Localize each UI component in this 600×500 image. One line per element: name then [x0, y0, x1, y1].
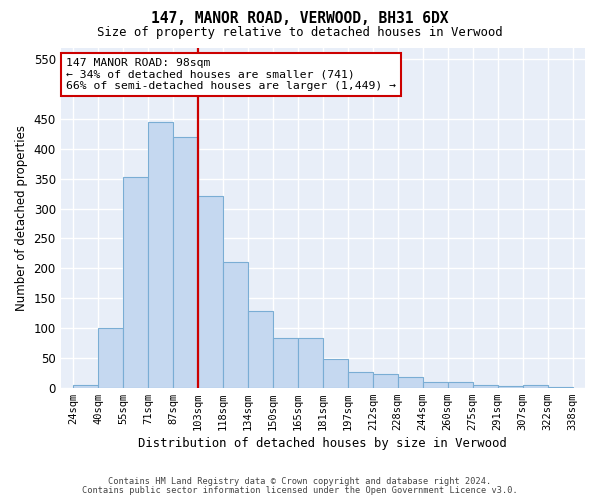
- Text: Contains public sector information licensed under the Open Government Licence v3: Contains public sector information licen…: [82, 486, 518, 495]
- Bar: [273, 338, 298, 388]
- Bar: [373, 374, 398, 388]
- Bar: [148, 122, 173, 388]
- X-axis label: Distribution of detached houses by size in Verwood: Distribution of detached houses by size …: [139, 437, 507, 450]
- Bar: [497, 386, 523, 388]
- Bar: [223, 262, 248, 388]
- Bar: [123, 177, 148, 388]
- Bar: [423, 382, 448, 388]
- Bar: [98, 328, 123, 388]
- Y-axis label: Number of detached properties: Number of detached properties: [15, 124, 28, 310]
- Bar: [448, 382, 473, 388]
- Text: 147 MANOR ROAD: 98sqm
← 34% of detached houses are smaller (741)
66% of semi-det: 147 MANOR ROAD: 98sqm ← 34% of detached …: [66, 58, 396, 91]
- Text: Size of property relative to detached houses in Verwood: Size of property relative to detached ho…: [97, 26, 503, 39]
- Bar: [248, 312, 273, 388]
- Bar: [323, 359, 348, 388]
- Text: 147, MANOR ROAD, VERWOOD, BH31 6DX: 147, MANOR ROAD, VERWOOD, BH31 6DX: [151, 11, 449, 26]
- Bar: [473, 384, 497, 388]
- Bar: [398, 377, 423, 388]
- Bar: [173, 137, 198, 388]
- Bar: [298, 338, 323, 388]
- Bar: [523, 384, 548, 388]
- Bar: [198, 196, 223, 388]
- Text: Contains HM Land Registry data © Crown copyright and database right 2024.: Contains HM Land Registry data © Crown c…: [109, 477, 491, 486]
- Bar: [73, 384, 98, 388]
- Bar: [348, 372, 373, 388]
- Bar: [548, 386, 572, 388]
